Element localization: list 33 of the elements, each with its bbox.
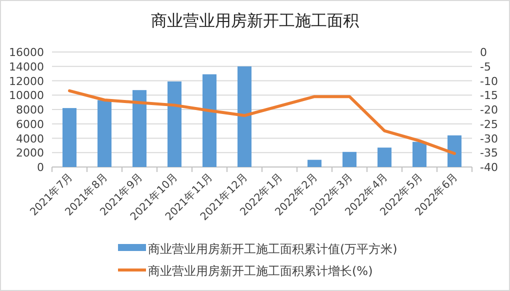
bar [378, 148, 392, 167]
line-series [68, 89, 456, 155]
bar [132, 90, 146, 167]
bar [448, 135, 462, 167]
bar [412, 142, 426, 167]
bar [62, 108, 76, 167]
y-tick-label: 2000 [16, 146, 44, 160]
y2-tick-label: -15 [480, 89, 498, 102]
legend-label: 商业营业用房新开工施工面积累计增长(%) [148, 264, 373, 278]
bar [202, 74, 216, 167]
bar [238, 66, 252, 167]
y-tick-label: 0 [37, 161, 44, 174]
y2-tick-label: -30 [480, 132, 498, 146]
y-tick-label: 12000 [9, 74, 44, 88]
y2-tick-label: -20 [480, 104, 498, 116]
legend-label: 商业营业用房新开工施工面积累计值(万平方米) [148, 242, 398, 256]
y2-tick-label: -5 [480, 60, 491, 74]
y2-tick-label: -25 [480, 118, 498, 131]
y2-tick-label: -10 [480, 74, 498, 88]
y2-tick-label: 0 [480, 46, 487, 59]
y-tick-label: 4000 [16, 132, 44, 146]
y-tick-label: 16000 [9, 46, 44, 59]
y-tick-label: 8000 [16, 104, 44, 116]
bar [98, 100, 112, 167]
bar [168, 81, 182, 167]
bar [308, 160, 322, 167]
y-tick-label: 14000 [9, 60, 44, 74]
bar [342, 152, 356, 167]
y2-tick-label: -35 [480, 146, 498, 160]
chart-title: 商业营业用房新开工施工面积 [151, 11, 359, 30]
y-tick-label: 6000 [16, 118, 44, 131]
y-tick-label: 10000 [9, 89, 44, 102]
y2-tick-label: -40 [480, 161, 498, 174]
